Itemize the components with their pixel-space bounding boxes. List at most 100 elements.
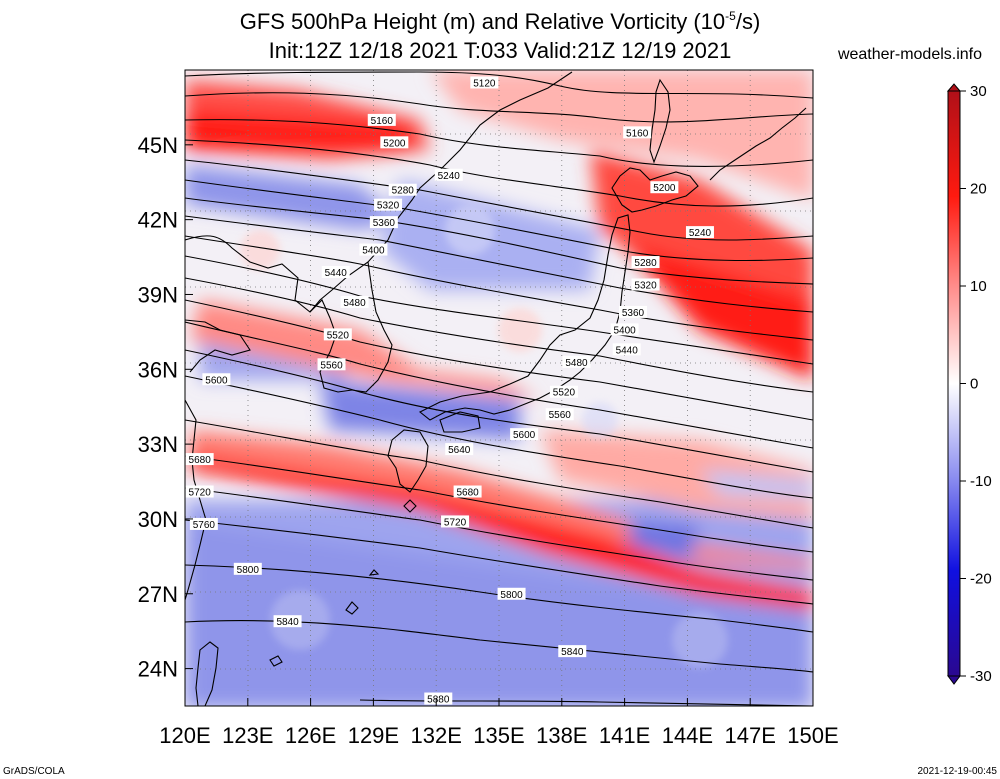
lon-tick-label: 129E	[348, 723, 399, 748]
lon-tick-label: 135E	[473, 723, 524, 748]
contour-label-box	[618, 305, 647, 318]
contour-label: 5840	[558, 645, 587, 658]
contour-label: 5320	[374, 198, 403, 212]
title-line-2: Init:12Z 12/18 2021 T:033 Valid:21Z 12/1…	[269, 38, 732, 63]
contour-label-box	[340, 295, 369, 308]
contour-label: 5440	[612, 343, 641, 356]
contour-label: 5560	[545, 408, 574, 421]
contour-label: 5160	[623, 126, 652, 139]
footer-right: 2021-12-19-00:45	[917, 766, 997, 777]
colorbar-body	[947, 90, 961, 677]
contour-label-box	[685, 226, 714, 239]
lat-tick-label: 45N	[138, 133, 178, 158]
contour-label: 5120	[470, 76, 499, 89]
lon-tick-label: 123E	[222, 723, 273, 748]
contour-label: 5320	[631, 278, 660, 291]
contour-label-box	[185, 485, 214, 498]
colorbar-tick-label: 30	[970, 83, 987, 100]
contour-label-box	[317, 358, 346, 371]
contour-label: 5400	[610, 323, 639, 336]
contour-label: 5600	[510, 428, 539, 441]
contour-label-box	[470, 76, 499, 89]
contour-label: 5440	[321, 266, 350, 279]
contour-label-text: 5160	[371, 116, 394, 127]
contour-label: 5240	[434, 168, 463, 182]
colorbar-tick-label: 0	[970, 376, 978, 393]
contour-label-box	[434, 168, 463, 181]
site-label[interactable]: weather-models.info	[837, 46, 982, 63]
contour-label-box	[374, 198, 403, 211]
contour-label: 5360	[369, 216, 398, 229]
contour-label-text: 5240	[438, 171, 461, 182]
contour-label-text: 5280	[634, 258, 657, 269]
contour-label: 5200	[380, 136, 409, 149]
contour-label-text: 5640	[448, 445, 471, 456]
contour-label-text: 5440	[325, 268, 348, 279]
contour-label-box	[631, 256, 660, 269]
contour-label-box	[623, 126, 652, 139]
contour-label-box	[558, 645, 587, 658]
contour-label-text: 5680	[189, 455, 212, 466]
contour-label: 5680	[185, 453, 214, 466]
contour-label: 5480	[340, 295, 369, 309]
contour-label-box	[388, 183, 417, 196]
title-line-1: GFS 500hPa Height (m) and Relative Vorti…	[240, 9, 761, 34]
contour-label-text: 5320	[634, 280, 657, 291]
contour-label-box	[562, 355, 591, 368]
contour-label-text: 5400	[362, 246, 385, 257]
lat-tick-label: 39N	[138, 282, 178, 307]
lat-tick-label: 42N	[138, 208, 178, 233]
contour-label-text: 5760	[193, 520, 216, 531]
contour-label-box	[189, 517, 218, 530]
contour-label-box	[202, 373, 231, 386]
contour-label: 5520	[549, 385, 578, 399]
contour-label-text: 5560	[320, 360, 343, 371]
contour-label: 5760	[189, 517, 218, 531]
height-contours	[185, 71, 813, 706]
contour-label-text: 5520	[553, 388, 576, 399]
colorbar-top-arrow	[946, 83, 962, 92]
contour-label-box	[185, 453, 214, 466]
contour-label: 5280	[388, 183, 417, 197]
lon-tick-label: 141E	[599, 723, 650, 748]
colorbar: 30 20 10 0 -10 -20 -30	[946, 83, 992, 685]
contour-label-text: 5520	[327, 330, 350, 341]
colorbar-bottom-arrow	[947, 675, 961, 685]
contour-label-box	[549, 385, 578, 398]
contour-label-box	[424, 692, 453, 705]
contour-label-box	[369, 216, 398, 229]
contour-label-text: 5800	[237, 565, 260, 576]
contour-label-text: 5440	[616, 345, 639, 356]
contour-label-text: 5360	[622, 308, 645, 319]
lat-tick-label: 36N	[138, 357, 178, 382]
contour-label-box	[497, 587, 526, 600]
contour-label-box	[453, 485, 482, 498]
contour-label-text: 5480	[343, 298, 366, 309]
contour-label: 5840	[273, 615, 302, 628]
contour-label: 5520	[323, 328, 352, 341]
contour-label-text: 5560	[549, 410, 572, 421]
contour-label-box	[610, 323, 639, 336]
contour-label: 5400	[359, 243, 388, 257]
contour-label-text: 5840	[561, 647, 584, 658]
contour-label: 5360	[618, 305, 647, 319]
contour-label-text: 5840	[276, 617, 299, 628]
contour-label: 5200	[650, 181, 679, 194]
lon-tick-label: 138E	[536, 723, 587, 748]
contour-label-box	[441, 515, 470, 528]
colorbar-tick-label: -20	[970, 571, 992, 588]
colorbar-tick-label: 10	[970, 278, 987, 295]
contour-label-box	[233, 562, 262, 575]
lon-tick-label: 120E	[159, 723, 210, 748]
contour-label: 5160	[367, 113, 396, 127]
contour-label-box	[321, 266, 350, 279]
lon-tick-label: 144E	[662, 723, 713, 748]
contour-label-text: 5280	[392, 186, 415, 197]
contour-label-box	[545, 408, 574, 421]
contour-label-text: 5240	[689, 228, 712, 239]
contour-labels: 5120 5160 5160 5200 5200 5240 5240 5280 5280 5320…	[185, 76, 714, 706]
contour-label-text: 5720	[189, 488, 212, 499]
colorbar-tick-label: 20	[970, 181, 987, 198]
contour-label-box	[380, 136, 409, 149]
